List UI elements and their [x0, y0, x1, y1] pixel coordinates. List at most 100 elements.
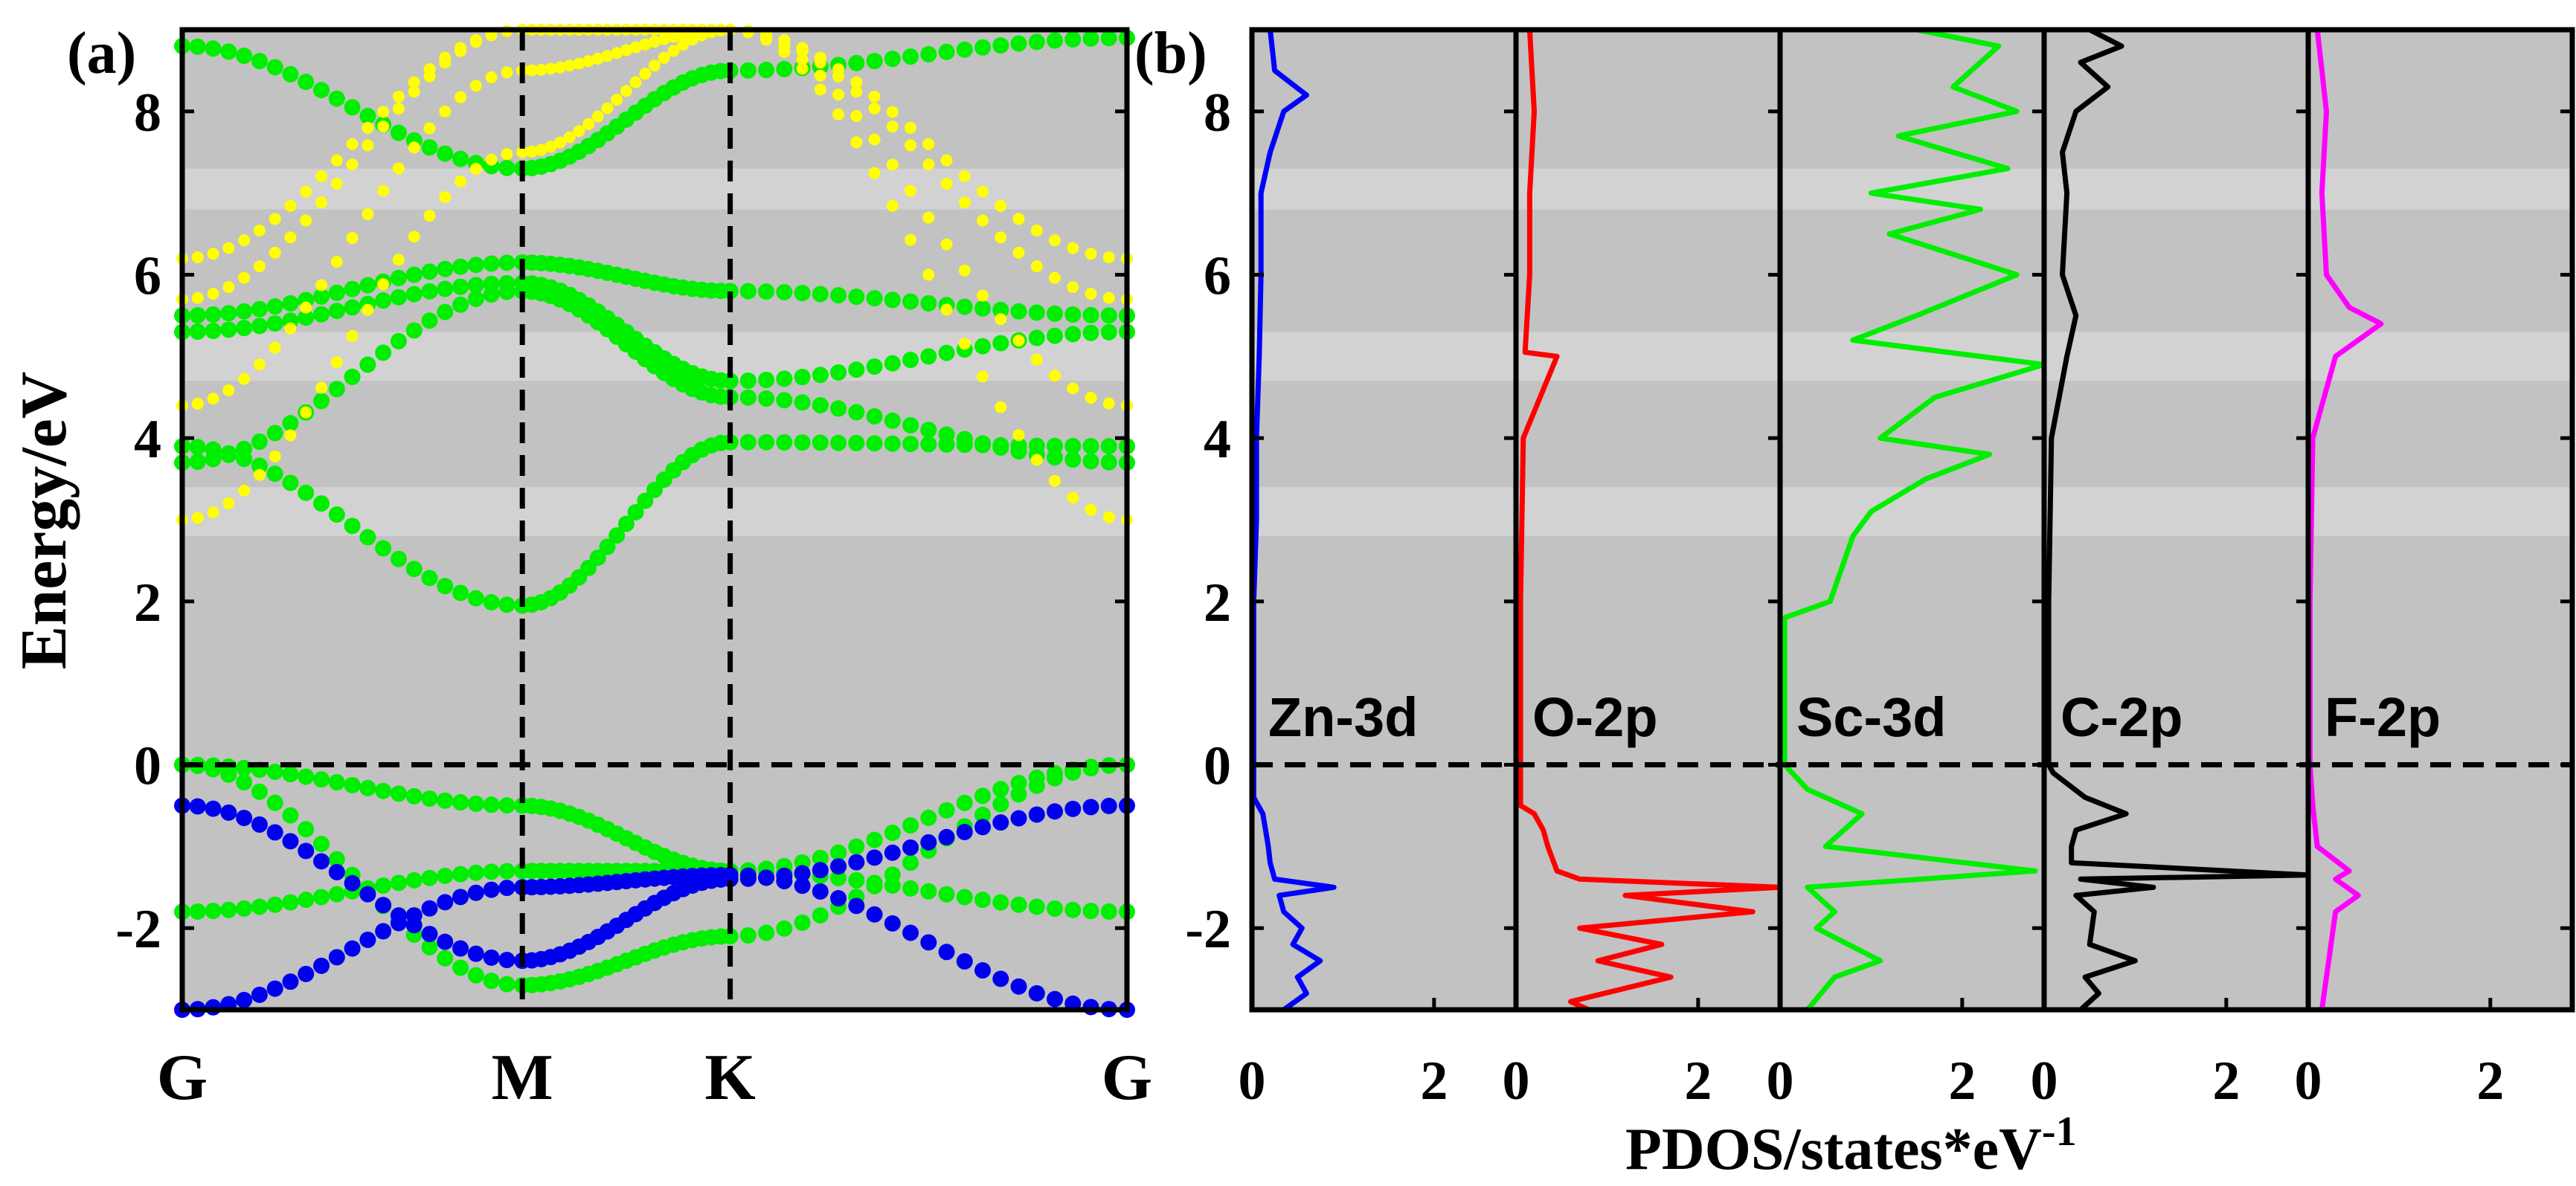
band-point: [920, 294, 937, 312]
band-point: [344, 299, 361, 316]
band-point: [922, 158, 935, 171]
band-point: [1100, 323, 1117, 341]
band-point: [1100, 454, 1117, 471]
band-point: [995, 231, 1007, 244]
band-point: [956, 794, 973, 811]
band-point: [421, 312, 438, 329]
band-point: [1064, 30, 1082, 48]
band-point: [377, 106, 390, 118]
band-point: [498, 880, 515, 897]
y-tick-label: 8: [134, 83, 161, 144]
band-point: [589, 550, 606, 567]
band-point: [1047, 32, 1064, 49]
band-point: [330, 154, 343, 167]
band-point: [313, 82, 330, 99]
band-point: [866, 877, 883, 895]
band-point: [902, 839, 919, 856]
band-point: [375, 782, 392, 799]
band-point: [405, 871, 423, 889]
band-point: [958, 170, 971, 183]
band-point: [189, 439, 206, 456]
band-point: [758, 390, 775, 407]
band-point: [282, 474, 299, 492]
band-point: [282, 295, 299, 312]
pdos-y-tick-label: 2: [1204, 573, 1231, 634]
band-point: [812, 434, 829, 451]
band-point: [794, 434, 811, 451]
band-point: [498, 254, 515, 271]
band-point: [667, 45, 680, 57]
band-point: [390, 874, 407, 892]
band-point: [812, 286, 829, 303]
band-point: [848, 897, 865, 915]
pdos-bg-stripe: [1780, 487, 2044, 536]
band-point: [884, 866, 901, 883]
band-point: [437, 950, 454, 967]
band-point: [1028, 984, 1045, 1002]
band-point: [452, 584, 469, 602]
band-point: [498, 952, 515, 969]
band-point: [236, 440, 253, 457]
band-point: [938, 886, 955, 903]
band-point: [1047, 770, 1064, 787]
pdos-x-tick-label: 0: [1239, 1051, 1266, 1112]
band-point: [421, 900, 438, 917]
band-point: [938, 426, 955, 443]
band-point: [1102, 251, 1115, 263]
band-point: [992, 814, 1009, 831]
band-point: [776, 283, 793, 300]
band-point: [739, 389, 757, 406]
pdos-y-ticks: -2 0 2 4 6 8: [1185, 83, 1264, 960]
band-point: [974, 806, 992, 823]
band-point: [377, 120, 390, 133]
band-point: [611, 47, 623, 59]
band-point: [467, 277, 484, 294]
band-y-ticks: -2 0 2 4 6 8: [115, 83, 1127, 960]
band-point: [328, 284, 345, 301]
band-point: [1028, 33, 1045, 51]
band-point: [992, 781, 1009, 798]
pdos-x-tick-label: 2: [1948, 1051, 1976, 1112]
band-point: [1082, 453, 1099, 470]
band-point: [902, 416, 919, 434]
panel-b-tag: (b): [1134, 21, 1207, 86]
band-point: [905, 184, 917, 197]
band-point: [1085, 503, 1097, 516]
band-point: [359, 886, 376, 903]
band-point: [467, 290, 484, 307]
band-point: [298, 892, 315, 909]
band-point: [1030, 260, 1043, 273]
orbital-label: O-2p: [1532, 686, 1658, 748]
band-point: [886, 106, 899, 118]
band-point: [189, 798, 206, 815]
band-point: [266, 794, 283, 811]
pdos-curve: [1250, 29, 1337, 1012]
band-point: [313, 889, 330, 906]
band-point: [313, 393, 330, 410]
band-point: [573, 125, 585, 138]
band-point: [390, 785, 407, 802]
band-point: [346, 232, 359, 245]
band-point: [1102, 397, 1115, 410]
band-point: [866, 290, 883, 307]
band-point: [298, 309, 315, 326]
pdos-x-tick-label: 0: [2295, 1051, 2322, 1112]
band-point: [189, 453, 206, 470]
band-point: [437, 145, 454, 162]
band-point: [1047, 305, 1064, 322]
band-point: [902, 817, 919, 834]
band-point: [1102, 291, 1115, 304]
band-point: [1064, 437, 1082, 454]
band-point: [599, 538, 616, 555]
band-point: [722, 866, 739, 883]
band-point: [437, 303, 454, 320]
band-point: [362, 208, 374, 221]
band-point: [1010, 775, 1027, 792]
band-point: [207, 506, 219, 518]
band-point: [920, 348, 937, 365]
band-point: [1064, 451, 1082, 468]
band-point: [1010, 35, 1027, 52]
pdos-x-tick-label: 0: [1503, 1051, 1530, 1112]
band-point: [1085, 288, 1097, 300]
band-point: [437, 933, 454, 950]
